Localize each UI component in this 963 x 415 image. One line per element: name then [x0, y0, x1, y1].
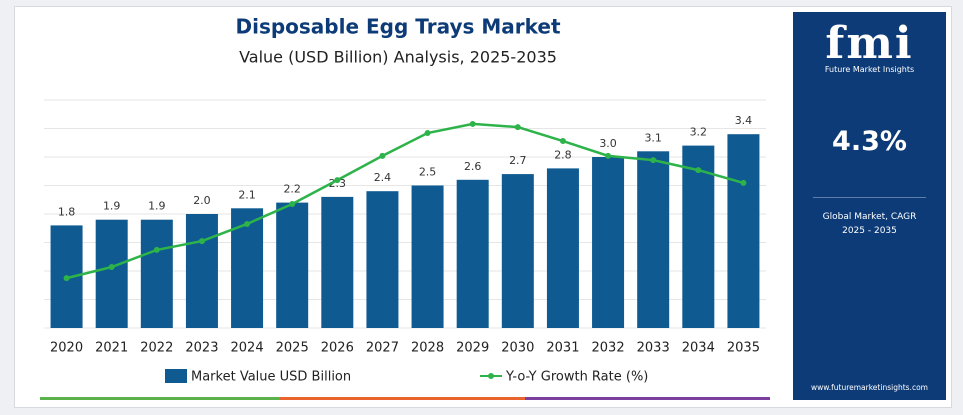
growth-point [63, 275, 70, 282]
growth-point [289, 201, 296, 208]
x-tick-label: 2029 [456, 341, 489, 356]
value-label: 3.2 [690, 126, 708, 139]
x-tick-label: 2032 [592, 341, 625, 356]
growth-point [198, 238, 205, 245]
x-tick-label: 2030 [501, 341, 534, 356]
bar [411, 185, 444, 328]
growth-point [605, 152, 612, 159]
legend-label: Market Value USD Billion [191, 370, 351, 385]
value-label: 2.5 [419, 166, 437, 179]
bar [637, 151, 670, 328]
x-tick-label: 2022 [140, 341, 173, 356]
value-label: 3.0 [599, 137, 617, 150]
accent [525, 397, 770, 400]
cagr: 4.3% [832, 126, 907, 157]
value-label: 1.9 [103, 200, 121, 213]
x-tick-label: 2035 [727, 341, 760, 356]
growth-line [66, 122, 744, 280]
value-label: 2.2 [283, 183, 301, 196]
value-label: 3.4 [735, 114, 753, 127]
legend-label: Y-o-Y Growth Rate (%) [505, 370, 648, 385]
value-label: 2.4 [374, 171, 392, 184]
accent [40, 397, 280, 400]
legend-marker [488, 373, 494, 379]
value-label: 1.8 [58, 205, 76, 218]
bar [321, 196, 354, 328]
bar [727, 134, 760, 328]
growth-point [153, 246, 160, 253]
value-label: 2.3 [329, 177, 347, 190]
growth-point [514, 124, 521, 131]
x-tick-label: 2025 [276, 341, 309, 356]
bar [501, 174, 534, 328]
bar [185, 214, 218, 328]
chart-title: Disposable Egg Trays Market [235, 15, 560, 39]
x-tick-label: 2027 [366, 341, 399, 356]
value-label: 2.8 [554, 148, 572, 161]
bar [592, 157, 625, 328]
x-tick-label: 2031 [546, 341, 579, 356]
bar [456, 179, 489, 328]
legend-swatch [165, 369, 187, 383]
growth-point [740, 179, 747, 186]
growth-point [334, 177, 341, 184]
x-tick-label: 2024 [231, 341, 264, 356]
growth-point [424, 130, 431, 137]
bar [366, 191, 399, 328]
bar [546, 168, 579, 328]
growth-point [695, 167, 702, 174]
x-tick-label: 2033 [637, 341, 670, 356]
url: www.futuremarketinsights.com [811, 383, 928, 392]
value-label: 2.1 [238, 188, 256, 201]
value-label: 1.9 [148, 200, 166, 213]
bar [276, 202, 309, 328]
value-label: 3.1 [644, 131, 662, 144]
x-tick-label: 2020 [50, 341, 83, 356]
chart-subtitle: Value (USD Billion) Analysis, 2025-2035 [239, 48, 557, 67]
bar [95, 219, 128, 328]
x-tick-label: 2023 [185, 341, 218, 356]
logo: fmi [825, 18, 914, 69]
brand: Future Market Insights [824, 65, 915, 74]
growth-point [379, 152, 386, 159]
value-label: 2.6 [464, 160, 482, 173]
bar [682, 145, 715, 328]
growth-point [559, 138, 566, 145]
value-label: 2.7 [509, 154, 527, 167]
x-tick-label: 2034 [682, 341, 715, 356]
growth-point [650, 157, 657, 164]
cagr-description: Global Market, CAGR 2025 - 2035 [813, 197, 926, 238]
accent [280, 397, 525, 400]
growth-point [469, 120, 476, 127]
value-label: 2.0 [193, 194, 211, 207]
bar [140, 219, 173, 328]
x-tick-label: 2021 [95, 341, 128, 356]
growth-point [244, 220, 251, 227]
x-tick-label: 2026 [321, 341, 354, 356]
sidebar: fmi Future Market Insights 4.3% Global M… [793, 12, 946, 400]
growth-point [108, 264, 115, 271]
x-tick-label: 2028 [411, 341, 444, 356]
